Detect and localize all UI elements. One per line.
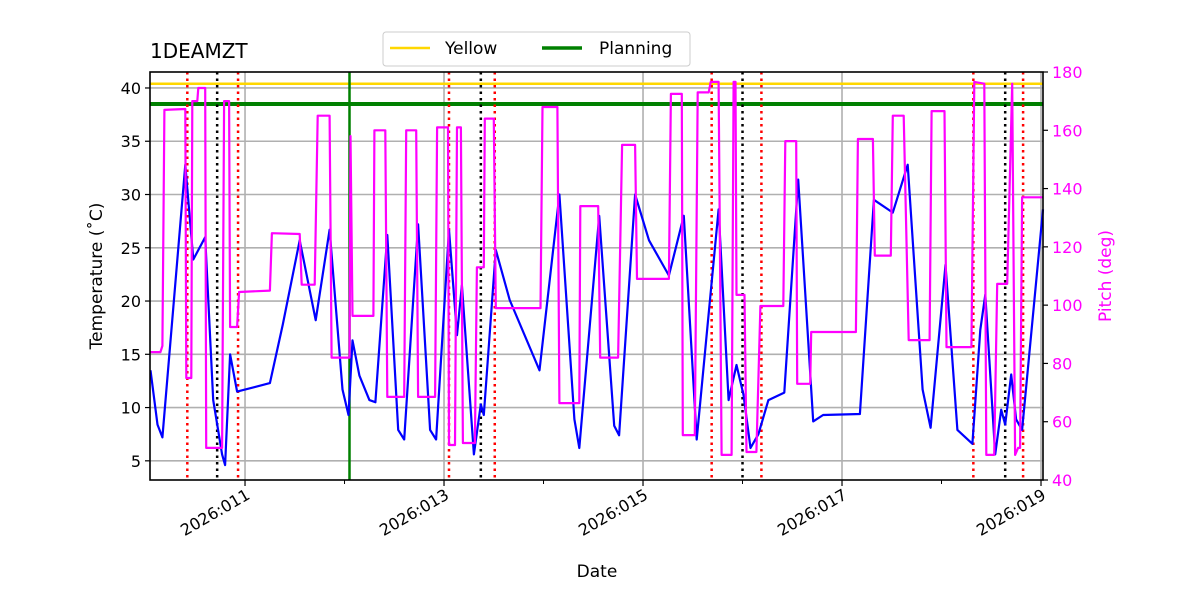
y-tick-label: 20: [121, 292, 141, 311]
y2-tick-label: 80: [1052, 354, 1072, 373]
y-tick-label: 15: [121, 345, 141, 364]
x-tick-label: 2026:017: [774, 485, 850, 540]
y-tick-label: 5: [131, 452, 141, 471]
y-tick-label: 35: [121, 132, 141, 151]
axes-frame: [149, 71, 1044, 481]
chart-title: 1DEAMZT: [150, 39, 248, 63]
x-tick-label: 2026:015: [575, 485, 651, 540]
temperature-line: [149, 163, 1045, 467]
y2-tick-label: 160: [1052, 121, 1083, 140]
y-tick-label: 30: [121, 186, 141, 205]
y-axis-label: Temperature (˚C): [86, 203, 107, 351]
y2-tick-label: 180: [1052, 63, 1083, 82]
y2-tick-label: 120: [1052, 238, 1083, 257]
x-tick-label: 2026:011: [177, 485, 253, 540]
y-tick-label: 25: [121, 239, 141, 258]
y-tick-label: 10: [121, 399, 141, 418]
y2-tick-label: 40: [1052, 471, 1072, 490]
legend-label-planning: Planning: [599, 39, 672, 59]
grid: [150, 72, 1043, 480]
y-tick-label: 40: [121, 79, 141, 98]
x-axis-label: Date: [577, 562, 618, 582]
x-tick-label: 2026:013: [376, 485, 452, 540]
y2-tick-label: 100: [1052, 296, 1083, 315]
y2-tick-label: 60: [1052, 413, 1072, 432]
legend-label-yellow: Yellow: [444, 39, 497, 59]
legend-box: [382, 31, 691, 67]
y2-axis-label: Pitch (deg): [1096, 230, 1116, 322]
legend: Yellow Planning: [382, 31, 691, 67]
plot-series: [149, 80, 1045, 467]
pitch-line: [150, 80, 1043, 456]
y2-tick-label: 140: [1052, 180, 1083, 199]
x-tick-label: 2026:019: [973, 485, 1049, 540]
reference-lines: [150, 72, 1043, 480]
